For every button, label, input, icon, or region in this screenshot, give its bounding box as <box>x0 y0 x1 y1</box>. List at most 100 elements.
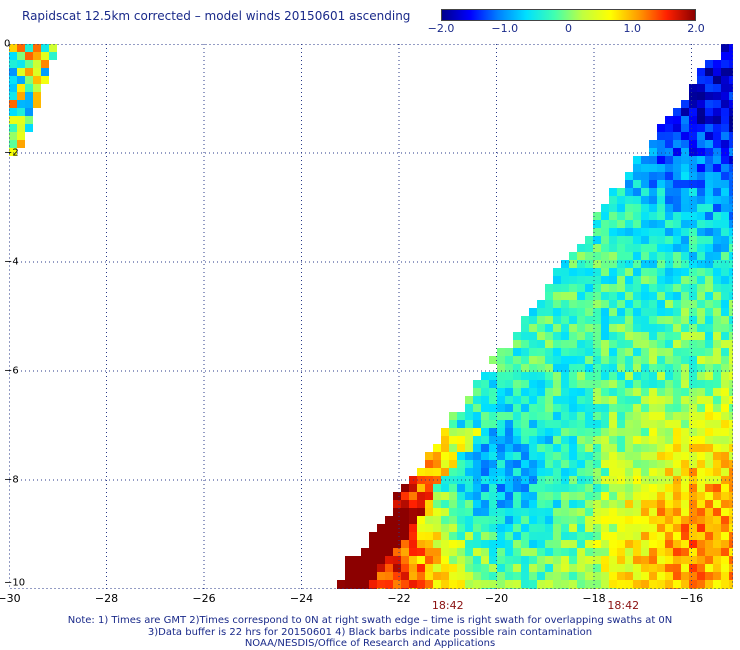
wind-cell <box>481 492 489 500</box>
wind-cell <box>361 564 369 572</box>
y-tick-label: −2 <box>4 147 19 159</box>
wind-cell <box>537 516 545 524</box>
wind-cell <box>561 308 569 316</box>
wind-cell <box>665 548 673 556</box>
wind-cell <box>9 108 17 116</box>
wind-cell <box>617 556 625 564</box>
wind-cell <box>681 332 689 340</box>
wind-cell <box>577 372 585 380</box>
wind-cell <box>681 540 689 548</box>
wind-cell <box>609 380 617 388</box>
wind-cell <box>729 284 733 292</box>
wind-cell <box>481 500 489 508</box>
wind-cell <box>721 524 729 532</box>
wind-cell <box>617 388 625 396</box>
wind-cell <box>713 276 721 284</box>
wind-cell <box>729 268 733 276</box>
wind-cell <box>729 388 733 396</box>
wind-cell <box>433 588 441 589</box>
wind-cell <box>633 220 641 228</box>
wind-cell <box>713 348 721 356</box>
wind-cell <box>633 388 641 396</box>
wind-cell <box>561 548 569 556</box>
wind-cell <box>513 420 521 428</box>
wind-cell <box>705 484 713 492</box>
wind-cell <box>649 268 657 276</box>
wind-cell <box>641 332 649 340</box>
wind-cell <box>729 84 733 92</box>
wind-cell <box>17 84 25 92</box>
chart-title: Rapidscat 12.5km corrected – model winds… <box>22 9 411 23</box>
wind-cell <box>585 444 593 452</box>
wind-cell <box>553 268 561 276</box>
wind-cell <box>513 452 521 460</box>
wind-cell <box>617 188 625 196</box>
wind-cell <box>713 516 721 524</box>
wind-cell <box>633 316 641 324</box>
wind-cell <box>617 260 625 268</box>
wind-cell <box>465 532 473 540</box>
wind-cell <box>601 284 609 292</box>
wind-cell <box>657 588 665 589</box>
wind-cell <box>697 420 705 428</box>
wind-cell <box>17 116 25 124</box>
wind-cell <box>649 228 657 236</box>
wind-cell <box>641 444 649 452</box>
wind-cell <box>665 516 673 524</box>
wind-cell <box>545 436 553 444</box>
wind-cell <box>425 500 433 508</box>
wind-cell <box>617 340 625 348</box>
wind-cell <box>561 372 569 380</box>
wind-cell <box>673 204 681 212</box>
wind-cell <box>729 60 733 68</box>
wind-cell <box>657 244 665 252</box>
wind-cell <box>657 148 665 156</box>
wind-cell <box>545 316 553 324</box>
wind-cell <box>545 492 553 500</box>
wind-cell <box>553 516 561 524</box>
wind-cell <box>721 356 729 364</box>
wind-cell <box>633 508 641 516</box>
wind-cell <box>649 172 657 180</box>
wind-cell <box>521 380 529 388</box>
wind-cell <box>657 548 665 556</box>
wind-cell <box>473 388 481 396</box>
wind-cell <box>729 444 733 452</box>
wind-cell <box>705 148 713 156</box>
wind-cell <box>697 500 705 508</box>
wind-cell <box>545 444 553 452</box>
wind-cell <box>457 468 465 476</box>
wind-cell <box>689 564 697 572</box>
wind-cell <box>577 524 585 532</box>
wind-cell <box>609 508 617 516</box>
wind-cell <box>649 140 657 148</box>
wind-cell <box>441 556 449 564</box>
wind-cell <box>681 116 689 124</box>
wind-cell <box>577 516 585 524</box>
wind-cell <box>617 268 625 276</box>
wind-cell <box>617 452 625 460</box>
wind-cell <box>585 428 593 436</box>
wind-cell <box>449 452 457 460</box>
wind-cell <box>713 404 721 412</box>
wind-cell <box>537 316 545 324</box>
wind-cell <box>449 508 457 516</box>
wind-cell <box>489 468 497 476</box>
wind-cell <box>641 300 649 308</box>
wind-cell <box>625 340 633 348</box>
wind-cell <box>665 364 673 372</box>
wind-cell <box>721 204 729 212</box>
wind-cell <box>625 436 633 444</box>
wind-cell <box>729 300 733 308</box>
wind-cell <box>601 412 609 420</box>
wind-cell <box>505 572 513 580</box>
wind-cell <box>401 572 409 580</box>
wind-cell <box>729 452 733 460</box>
wind-cell <box>697 76 705 84</box>
wind-cell <box>657 140 665 148</box>
wind-cell <box>657 212 665 220</box>
wind-cell <box>673 244 681 252</box>
wind-cell <box>353 572 361 580</box>
wind-cell <box>593 540 601 548</box>
wind-cell <box>681 356 689 364</box>
